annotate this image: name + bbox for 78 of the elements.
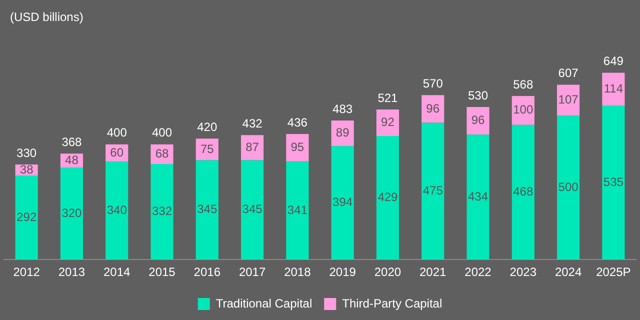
bar bbox=[150, 164, 174, 260]
bar bbox=[602, 106, 625, 260]
bar bbox=[602, 72, 625, 106]
total-label: 436 bbox=[287, 115, 308, 130]
legend-label: Third-Party Capital bbox=[342, 296, 442, 310]
bar bbox=[60, 167, 83, 260]
x-tick-label: 2017 bbox=[238, 265, 266, 280]
bar bbox=[422, 95, 444, 123]
x-tick-label: 2019 bbox=[329, 265, 356, 280]
data-label: 107 bbox=[558, 92, 579, 107]
total-label: 570 bbox=[422, 76, 444, 90]
x-tick-label: 2023 bbox=[510, 265, 537, 280]
x-tick-label: 2016 bbox=[194, 265, 221, 280]
data-label: 332 bbox=[152, 204, 172, 218]
total-label: 530 bbox=[468, 88, 488, 102]
data-label: 394 bbox=[332, 195, 353, 210]
total-label: 330 bbox=[16, 146, 37, 160]
data-label: 475 bbox=[422, 184, 444, 198]
total-label: 368 bbox=[62, 134, 82, 149]
bar bbox=[331, 146, 354, 260]
x-tick-label: 2013 bbox=[58, 265, 86, 280]
bar bbox=[241, 160, 264, 260]
bar bbox=[286, 161, 309, 260]
data-label: 340 bbox=[106, 202, 128, 217]
data-label: 434 bbox=[468, 189, 488, 204]
total-label: 400 bbox=[106, 126, 128, 140]
data-label: 345 bbox=[242, 202, 263, 216]
bar bbox=[286, 134, 309, 162]
data-label: 92 bbox=[381, 115, 395, 130]
data-label: 68 bbox=[155, 146, 169, 161]
data-label: 95 bbox=[290, 140, 304, 154]
total-label: 568 bbox=[513, 77, 534, 92]
data-label: 468 bbox=[513, 184, 534, 199]
total-label: 483 bbox=[332, 102, 353, 116]
total-label: 649 bbox=[603, 54, 624, 68]
total-label: 432 bbox=[242, 116, 263, 130]
bar bbox=[422, 122, 444, 260]
data-label: 48 bbox=[65, 152, 79, 167]
data-label: 535 bbox=[603, 174, 624, 189]
data-label: 345 bbox=[197, 202, 218, 216]
bar bbox=[15, 176, 38, 260]
bar bbox=[106, 162, 128, 260]
bar bbox=[196, 160, 218, 260]
total-label: 607 bbox=[558, 66, 579, 80]
data-label: 500 bbox=[558, 180, 579, 194]
x-tick-label: 2018 bbox=[284, 265, 312, 280]
chart-title: (USD billions) bbox=[10, 10, 84, 24]
data-label: 60 bbox=[110, 145, 124, 160]
data-label: 96 bbox=[426, 101, 440, 116]
x-tick-label: 2020 bbox=[374, 265, 402, 280]
data-label: 341 bbox=[287, 202, 308, 217]
data-label: 114 bbox=[604, 81, 624, 96]
data-label: 429 bbox=[378, 190, 398, 204]
data-label: 38 bbox=[20, 162, 34, 176]
x-tick-label: 2024 bbox=[554, 265, 582, 280]
bar bbox=[466, 106, 490, 135]
x-tick-label: 2015 bbox=[148, 265, 176, 280]
x-tick-label: 2022 bbox=[464, 265, 492, 280]
data-label: 292 bbox=[16, 210, 37, 224]
bar bbox=[466, 134, 490, 260]
bar bbox=[376, 110, 399, 136]
bar bbox=[376, 136, 399, 260]
total-label: 521 bbox=[378, 90, 398, 105]
x-tick-label: 2014 bbox=[104, 265, 131, 280]
data-label: 100 bbox=[513, 102, 534, 117]
bar bbox=[557, 116, 580, 260]
total-label: 420 bbox=[197, 120, 218, 134]
x-tick-label: 2012 bbox=[13, 265, 40, 280]
data-label: 89 bbox=[336, 126, 350, 140]
data-label: 75 bbox=[200, 142, 214, 156]
data-label: 87 bbox=[246, 140, 260, 154]
bar bbox=[512, 124, 534, 260]
data-label: 96 bbox=[471, 113, 485, 128]
legend-label: Traditional Capital bbox=[216, 296, 312, 310]
total-label: 400 bbox=[152, 126, 172, 140]
x-tick-label: 2025P bbox=[596, 265, 631, 280]
x-tick-label: 2021 bbox=[420, 265, 447, 280]
data-label: 320 bbox=[62, 206, 82, 220]
